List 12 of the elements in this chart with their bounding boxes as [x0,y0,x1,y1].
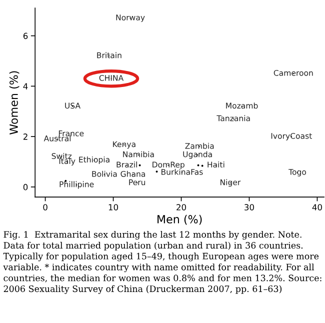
x-tick-label: 0 [43,204,48,210]
y-tick-label: 4 [23,83,28,90]
y-axis-title: Women (%) [9,71,20,134]
x-tick-label: 10 [108,204,118,210]
x-axis-title: Men (%) [158,214,202,225]
y-tick-label: 2 [23,134,28,140]
x-tick-label: 20 [176,204,186,210]
y-tick-label: 6 [23,32,28,40]
x-tick-label: 40 [312,204,322,210]
caption: Fig. 1 Extramarital sex during the last 12 months by gender. Note. Data for total married population (urban and rural) in 36 countries. Typically for population aged 15–49, though European ages were more variable. * indicates country with name omitted for readability. For all countries, the median for women was 0.8% and for men 13.2%. Source: 2006 Sexuality Survey of China (Druckerman 2007, pp. 61–63) [3,230,322,294]
y-tick-label: 0 [23,184,28,190]
x-tick-label: 30 [244,204,254,210]
